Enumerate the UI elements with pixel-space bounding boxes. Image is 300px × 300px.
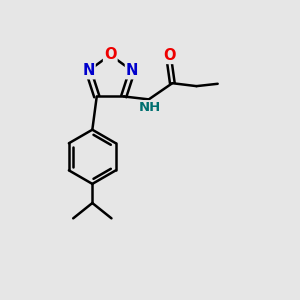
Text: O: O xyxy=(104,47,116,62)
Text: NH: NH xyxy=(139,101,161,114)
Text: N: N xyxy=(126,63,138,78)
Text: O: O xyxy=(163,48,176,63)
Text: N: N xyxy=(82,63,94,78)
